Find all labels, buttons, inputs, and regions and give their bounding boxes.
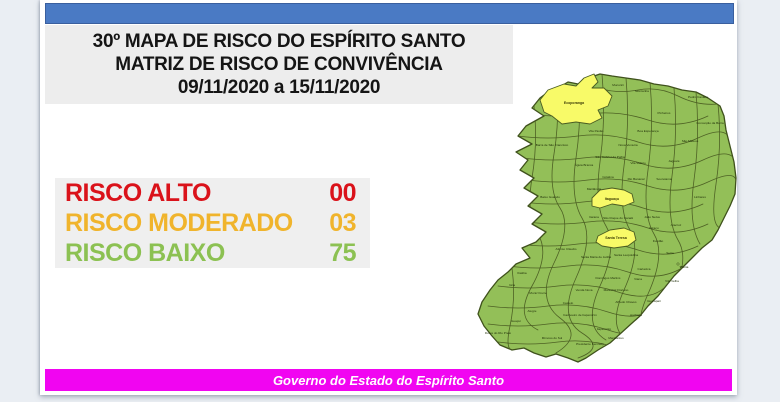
legend-row-risco-alto: RISCO ALTO 00: [55, 178, 370, 208]
map-label: Águia Branca: [575, 163, 594, 167]
legend-label-risco-alto: RISCO ALTO: [65, 178, 211, 207]
map-label: Domingos Martins: [596, 276, 621, 280]
map-label: Vila Pavão: [589, 129, 604, 133]
espirito-santo-map: Ecoporanga Itaguaçu Santa Teresa Mucurici Mo…: [468, 58, 738, 368]
map-label: Sooretama: [656, 177, 671, 181]
map-label: Santa Leopoldina: [614, 253, 638, 257]
map-label: Montanha: [635, 89, 649, 93]
map-label: Nova Venécia: [618, 143, 637, 147]
footer-text: Governo do Estado do Espírito Santo: [272, 372, 505, 388]
municipality-itaguacu: [591, 187, 635, 209]
map-label: São Gabriel da Palha: [595, 155, 625, 159]
map-label: Ibatiba: [517, 271, 527, 275]
map-label: Venda Nova: [576, 288, 593, 292]
legend-label-risco-baixo: RISCO BAIXO: [65, 238, 225, 267]
map-label: Boa Esperança: [637, 129, 658, 133]
map-label: Ecoporanga: [564, 101, 584, 105]
map-label: Castelo: [563, 301, 574, 305]
map-label: Anchieta: [630, 313, 642, 317]
map-label: Aracruz: [671, 223, 682, 227]
map-label: Vila Valério: [630, 161, 646, 165]
map-label: Marechal Floriano: [604, 288, 629, 292]
map-label: João Neiva: [644, 215, 660, 219]
map-label: Serra: [666, 251, 674, 255]
map-label: Mucurici: [612, 83, 624, 87]
map-label: Marataízes: [608, 336, 624, 340]
map-label: Dores do Rio Preto: [485, 331, 512, 335]
legend-label-risco-moderado: RISCO MODERADO: [65, 208, 293, 237]
map-label: Barra de São Francisco: [536, 143, 569, 147]
footer-bar: Governo do Estado do Espírito Santo: [45, 369, 732, 391]
espirito-santo-map-svg: Ecoporanga Itaguaçu Santa Teresa Mucurici Mo…: [477, 73, 737, 363]
decorative-top-bar: [45, 3, 734, 24]
map-label: Itapemirim: [597, 327, 612, 331]
coastal-islet: [676, 262, 680, 266]
title-line-1: 30º MAPA DE RISCO DO ESPÍRITO SANTO: [92, 31, 466, 52]
map-label: Santa Teresa: [605, 236, 627, 240]
map-label: Itaguaçu: [605, 197, 619, 201]
title-line-3: 09/11/2020 a 15/11/2020: [177, 77, 381, 98]
municipality-ecoporanga: [539, 73, 613, 125]
map-label: Guaçuí: [511, 319, 521, 323]
map-label: Santa Maria de Jetibá: [581, 255, 611, 259]
legend-count-risco-baixo: 75: [329, 238, 356, 267]
legend-row-risco-baixo: RISCO BAIXO 75: [55, 238, 370, 268]
map-label: Fundão: [653, 239, 664, 243]
map-label: Pinheiros: [658, 111, 671, 115]
map-label: Vitória: [680, 265, 689, 269]
map-label: Guarapari: [647, 299, 661, 303]
map-label: Conceição da Barra: [696, 121, 724, 125]
map-label: Itarana: [589, 215, 599, 219]
map-labels: Ecoporanga Itaguaçu Santa Teresa Mucurici Mo…: [485, 83, 724, 346]
map-label: Colatina: [602, 175, 614, 179]
map-label: Cariacica: [638, 267, 651, 271]
map-label: Alfredo Chaves: [615, 300, 637, 304]
map-label: Marilândia: [587, 187, 602, 191]
title-block: 30º MAPA DE RISCO DO ESPÍRITO SANTO MATR…: [45, 25, 513, 104]
map-label: Linhares: [694, 195, 706, 199]
map-label: Rio Bananal: [628, 177, 645, 181]
map-label: Muniz Freire: [529, 291, 546, 295]
legend-count-risco-alto: 00: [329, 178, 356, 207]
map-label: Vila Velha: [665, 279, 679, 283]
coastal-islet: [679, 265, 683, 269]
map-label: Baixo Guandu: [540, 195, 560, 199]
map-label: Cachoeiro de Itapemirim: [563, 313, 597, 317]
municipality-santa-teresa: [595, 227, 637, 249]
map-label: Jaguaré: [668, 159, 679, 163]
map-label: Pedro Canário: [688, 95, 708, 99]
legend-count-risco-moderado: 03: [329, 208, 356, 237]
title-line-2: MATRIZ DE RISCO DE CONVIVÊNCIA: [115, 54, 443, 75]
risk-legend: RISCO ALTO 00 RISCO MODERADO 03 RISCO BA…: [55, 178, 370, 268]
map-label: Presidente Kennedy: [576, 342, 604, 346]
map-label: Alegre: [528, 309, 537, 313]
map-label: Afonso Cláudio: [556, 247, 577, 251]
map-label: São Mateus: [682, 139, 699, 143]
legend-row-risco-moderado: RISCO MODERADO 03: [55, 208, 370, 238]
infographic-card: 30º MAPA DE RISCO DO ESPÍRITO SANTO MATR…: [40, 0, 737, 395]
map-label: Viana: [634, 277, 642, 281]
map-label: Ibiraçu: [649, 226, 659, 230]
map-label: Iúna: [509, 283, 515, 287]
map-label: Mimoso do Sul: [542, 336, 563, 340]
map-label: São Roque do Canaã: [603, 216, 633, 220]
